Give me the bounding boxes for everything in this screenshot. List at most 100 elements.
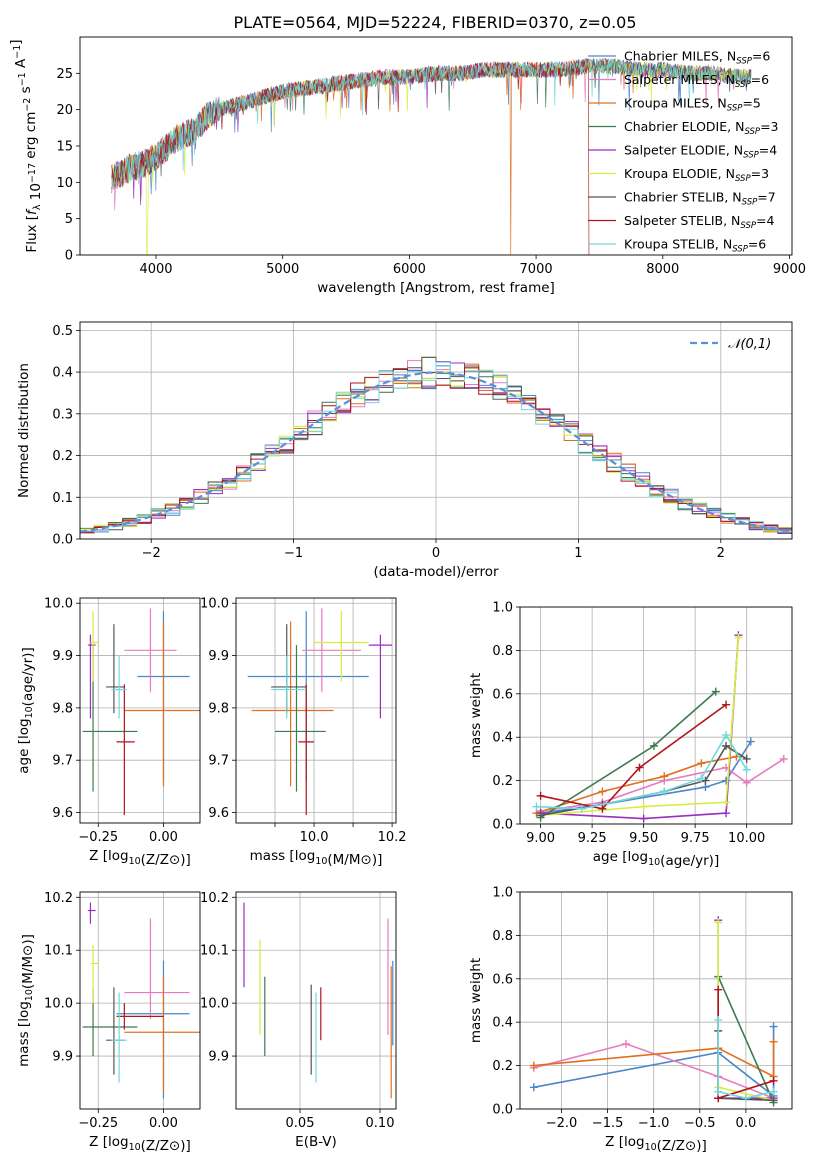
data-point bbox=[769, 1037, 778, 1046]
y-tick-label: 9.6 bbox=[52, 806, 73, 821]
series-line bbox=[533, 1043, 774, 1099]
axes-frame bbox=[79, 891, 201, 1110]
data-point bbox=[639, 802, 648, 811]
x-tick-label: 10.0 bbox=[300, 830, 329, 845]
axes-frame bbox=[235, 597, 397, 824]
spectrum-plot-area bbox=[111, 57, 752, 255]
data-point bbox=[660, 772, 669, 781]
data-point bbox=[734, 633, 743, 642]
data-point bbox=[741, 1094, 750, 1103]
data-point bbox=[722, 741, 731, 750]
series-line bbox=[536, 733, 748, 810]
x-tick-label: 4000 bbox=[139, 262, 172, 277]
y-axis-label: Normed distribution bbox=[16, 363, 32, 498]
y-axis-label: mass weight bbox=[468, 958, 484, 1043]
y-tick-label: 0.4 bbox=[52, 366, 73, 381]
age-vs-Z-panel: −0.25 0.00 9.6 9.7 9.8 9.9 10.0 Z [log10(Z/Z⊙)]… bbox=[16, 597, 201, 868]
x-tick-label: −1 bbox=[284, 546, 303, 561]
y-tick-label: 0.1 bbox=[52, 491, 73, 506]
data-point bbox=[714, 918, 723, 927]
spectrum-line bbox=[111, 57, 752, 255]
spectrum-panel: 4000 5000 6000 7000 8000 9000 0 5 10 15 20 25 wavele… bbox=[8, 36, 806, 296]
y-tick-label: 15 bbox=[56, 140, 73, 155]
x-tick-label: 9.25 bbox=[578, 831, 607, 846]
x-tick-label: 9.50 bbox=[629, 831, 658, 846]
data-point bbox=[598, 787, 607, 796]
y-tick-label: 0.5 bbox=[52, 324, 73, 339]
data-point bbox=[697, 759, 706, 768]
x-tick-label: 5000 bbox=[266, 262, 299, 277]
x-tick-label: 0.00 bbox=[149, 1116, 178, 1131]
data-point bbox=[714, 1087, 723, 1096]
data-point bbox=[577, 804, 586, 813]
y-tick-label: 0.0 bbox=[52, 533, 73, 548]
residuals-plot-area bbox=[80, 322, 792, 539]
x-tick-label: −1.5 bbox=[592, 1116, 624, 1131]
axes-frame bbox=[519, 891, 793, 1110]
series-line bbox=[533, 1041, 775, 1078]
y-tick-label: 10.2 bbox=[44, 891, 73, 906]
x-axis-label: Z [log10(Z/Z⊙)] bbox=[89, 1134, 191, 1154]
x-tick-label: 0.00 bbox=[149, 830, 178, 845]
y-tick-label: 10.2 bbox=[200, 891, 229, 906]
legend-entry: Kroupa MILES, NSSP=5 bbox=[624, 96, 761, 114]
series-line bbox=[717, 1020, 774, 1100]
y-tick-label: 10.0 bbox=[200, 597, 229, 612]
axes-frame bbox=[235, 891, 397, 1110]
y-tick-label: 10.1 bbox=[44, 944, 73, 959]
data-point bbox=[536, 791, 545, 800]
y-axis-label: mass weight bbox=[468, 673, 484, 758]
series-line bbox=[536, 755, 737, 814]
legend-entry: Salpeter MILES, NSSP=6 bbox=[624, 72, 769, 90]
data-point bbox=[722, 798, 731, 807]
data-point bbox=[722, 731, 731, 740]
legend-entry: 𝒩(0,1) bbox=[728, 337, 771, 352]
x-tick-label: −2 bbox=[142, 546, 161, 561]
y-tick-label: 10 bbox=[56, 176, 73, 191]
y-axis-label: age [log10(age/yr)] bbox=[16, 647, 36, 773]
mass-vs-Z-plot-area bbox=[80, 892, 200, 1109]
x-tick-label: 9.75 bbox=[681, 831, 710, 846]
legend-entry: Chabrier STELIB, NSSP=7 bbox=[624, 190, 776, 208]
x-axis-label: (data-model)/error bbox=[373, 564, 499, 580]
y-tick-label: 9.7 bbox=[208, 754, 229, 769]
y-tick-label: 0.0 bbox=[492, 1103, 513, 1118]
data-point bbox=[769, 1022, 778, 1031]
data-point bbox=[711, 687, 720, 696]
y-tick-label: 0.4 bbox=[492, 731, 513, 746]
y-tick-label: 10.0 bbox=[200, 997, 229, 1012]
x-tick-label: 9.00 bbox=[526, 831, 555, 846]
data-point bbox=[779, 754, 788, 763]
mass-weight-vs-Z-panel: −2.0 −1.5 −1.0 −0.5 0.0 0.0 0.2 0.4 0.6 0.8 1.0 Z [… bbox=[468, 886, 793, 1154]
x-tick-label: 0.10 bbox=[366, 1116, 395, 1131]
y-tick-label: 9.9 bbox=[52, 649, 73, 664]
x-tick-label: −0.25 bbox=[78, 1116, 118, 1131]
data-point bbox=[742, 765, 751, 774]
y-tick-label: 9.8 bbox=[52, 701, 73, 716]
x-tick-label: 0 bbox=[432, 546, 440, 561]
data-point bbox=[742, 754, 751, 763]
x-tick-label: 2 bbox=[717, 546, 725, 561]
y-tick-label: 10.0 bbox=[44, 997, 73, 1012]
residual-legend: 𝒩(0,1) bbox=[690, 337, 771, 352]
series-line bbox=[717, 976, 775, 1103]
legend-entry: Salpeter STELIB, NSSP=4 bbox=[624, 213, 774, 231]
data-point bbox=[639, 814, 648, 823]
data-point bbox=[769, 1096, 778, 1105]
data-point bbox=[722, 809, 731, 818]
residuals-panel: −2 −1 0 1 2 0.0 0.1 0.2 0.3 0.4 0.5 (data-model)/er… bbox=[16, 321, 793, 580]
y-tick-label: 9.9 bbox=[208, 1050, 229, 1065]
y-tick-label: 9.9 bbox=[208, 649, 229, 664]
y-tick-label: 5 bbox=[65, 212, 73, 227]
data-point bbox=[769, 1087, 778, 1096]
x-tick-label: 8000 bbox=[646, 262, 679, 277]
data-point bbox=[529, 1061, 538, 1070]
x-tick-label: 6000 bbox=[393, 262, 426, 277]
mass-weight-vs-age-panel: 9.00 9.25 9.50 9.75 10.00 0.0 0.2 0.4 0.6 0.8 1.0 a… bbox=[468, 601, 793, 869]
y-tick-label: 9.8 bbox=[208, 701, 229, 716]
legend-entry: Chabrier ELODIE, NSSP=3 bbox=[624, 119, 779, 137]
x-tick-label: 0.05 bbox=[286, 1116, 315, 1131]
x-axis-label: Z [log10(Z/Z⊙)] bbox=[605, 1134, 707, 1154]
y-tick-label: 10.0 bbox=[44, 597, 73, 612]
